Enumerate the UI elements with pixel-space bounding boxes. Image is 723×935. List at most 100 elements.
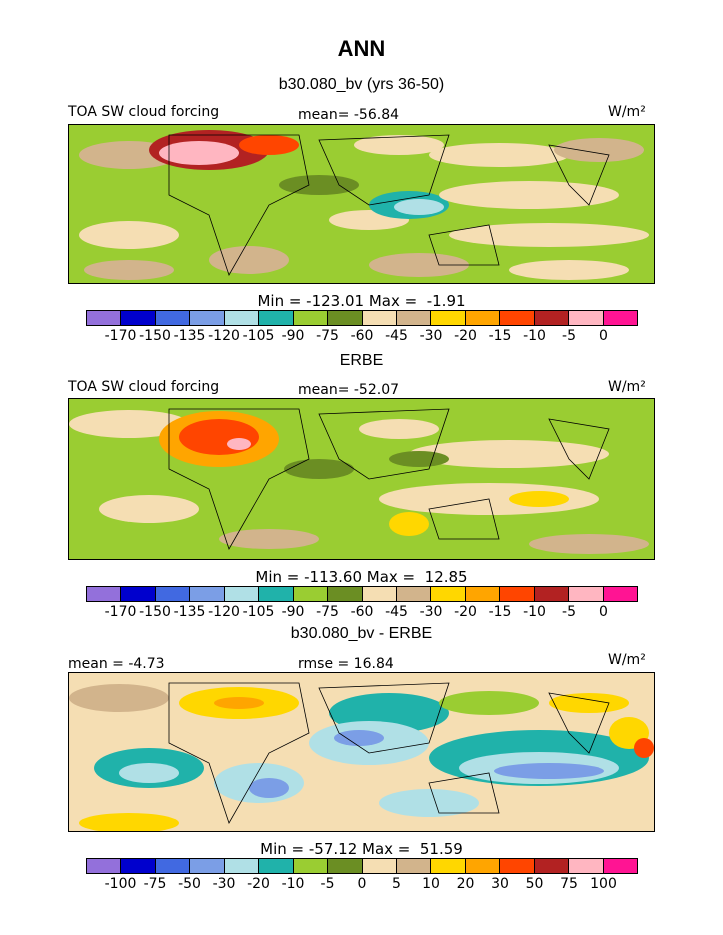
colorbar-swatch bbox=[224, 587, 260, 601]
tick-label: 75 bbox=[560, 876, 578, 892]
tick-label: 50 bbox=[525, 876, 544, 892]
panel-1-variable: TOA SW cloud forcing bbox=[68, 104, 220, 120]
tick-label: 0 bbox=[599, 604, 608, 620]
colorbar-swatch bbox=[465, 311, 501, 325]
panel-1-colorbar bbox=[86, 310, 638, 326]
tick-label: -30 bbox=[212, 876, 236, 892]
colorbar-swatch bbox=[500, 311, 535, 325]
colorbar-swatch bbox=[465, 859, 501, 873]
tick-label: -5 bbox=[562, 604, 576, 620]
colorbar-swatch bbox=[396, 311, 432, 325]
colorbar-swatch bbox=[500, 859, 535, 873]
tick-label: -10 bbox=[523, 604, 546, 620]
panel-1-tick-labels: -170 -15 0 -135 -120 -105 -90 -75 -60 -45 -30 -20 -1… bbox=[86, 328, 638, 346]
colorbar-swatch bbox=[87, 587, 122, 601]
colorbar-swatch bbox=[155, 587, 191, 601]
panel-2-colorbar bbox=[86, 586, 638, 602]
colorbar-swatch bbox=[259, 587, 294, 601]
tick-label: -20 bbox=[454, 604, 477, 620]
panel-1-units: W/m² bbox=[608, 104, 646, 120]
colorbar-swatch bbox=[396, 859, 432, 873]
colorbar-swatch bbox=[603, 587, 637, 601]
panel-1-mean: mean= -56.84 bbox=[298, 107, 400, 123]
colorbar-swatch bbox=[362, 587, 397, 601]
panel-3-units: W/m² bbox=[608, 652, 646, 668]
panel-2-units: W/m² bbox=[608, 379, 646, 395]
colorbar-swatch bbox=[224, 311, 260, 325]
tick-label: -90 bbox=[281, 328, 305, 344]
tick-label: -30 bbox=[419, 328, 443, 344]
colorbar-swatch bbox=[259, 311, 294, 325]
tick-label: -45 bbox=[385, 328, 408, 344]
colorbar-swatch bbox=[328, 859, 363, 873]
colorbar-swatch bbox=[431, 587, 466, 601]
panel-3-mean: mean = -4.73 bbox=[68, 656, 165, 672]
tick-label: -60 bbox=[350, 328, 374, 344]
colorbar-swatch bbox=[569, 587, 604, 601]
tick-label: -20 bbox=[247, 876, 270, 892]
colorbar-swatch bbox=[293, 587, 329, 601]
colorbar-swatch bbox=[259, 859, 294, 873]
tick-label: -15 bbox=[488, 328, 512, 344]
tick-label: -5 bbox=[562, 328, 576, 344]
tick-label: -75 bbox=[316, 604, 339, 620]
colorbar-swatch bbox=[431, 311, 466, 325]
tick-label: -105 bbox=[242, 328, 275, 344]
tick-label: -20 bbox=[454, 328, 477, 344]
panel-2-title: ERBE bbox=[339, 352, 384, 369]
colorbar-swatch bbox=[87, 311, 122, 325]
tick-label: -10 bbox=[281, 876, 305, 892]
colorbar-swatch bbox=[224, 859, 260, 873]
panel-3-map bbox=[68, 672, 655, 832]
colorbar-swatch bbox=[293, 311, 329, 325]
colorbar-swatch bbox=[362, 859, 397, 873]
panel-3-tick-labels: -100 -75 -50 -30 -20 -10 -5 0 5 10 20 30 50 75 100 bbox=[86, 876, 638, 894]
main-title: ANN bbox=[337, 36, 386, 61]
panel-2-tick-labels: -170 -150 -135 -120 -105 -90 -75 -60 -45 -30 -20 -1… bbox=[86, 604, 638, 622]
colorbar-swatch bbox=[190, 859, 225, 873]
colorbar-swatch bbox=[155, 311, 191, 325]
tick-label: -120 bbox=[208, 604, 240, 620]
colorbar-swatch bbox=[603, 859, 637, 873]
colorbar-swatch bbox=[569, 859, 604, 873]
colorbar-swatch bbox=[328, 311, 363, 325]
tick-label: -135 bbox=[173, 604, 206, 620]
colorbar-swatch bbox=[534, 311, 570, 325]
tick-label: -135 bbox=[173, 328, 206, 344]
tick-label: -15 bbox=[488, 604, 512, 620]
tick-label: -45 bbox=[385, 604, 408, 620]
tick-label: -100 bbox=[104, 876, 137, 892]
colorbar-swatch bbox=[121, 587, 156, 601]
panel-3-rmse: rmse = 16.84 bbox=[298, 656, 394, 672]
tick-label: 10 bbox=[422, 876, 440, 892]
colorbar-swatch bbox=[569, 311, 604, 325]
colorbar-swatch bbox=[603, 311, 637, 325]
tick-label: -170 bbox=[104, 328, 137, 344]
tick-label: 0 bbox=[599, 328, 608, 344]
panel-1-title: b30.080_bv (yrs 36-50) bbox=[278, 76, 445, 93]
colorbar-swatch bbox=[328, 587, 363, 601]
panel-2-variable: TOA SW cloud forcing bbox=[68, 379, 220, 395]
colorbar-swatch bbox=[362, 311, 397, 325]
tick-label: 20 bbox=[456, 876, 475, 892]
tick-label: 5 bbox=[392, 876, 401, 892]
panel-3-colorbar bbox=[86, 858, 638, 874]
tick-label: -5 bbox=[320, 876, 335, 892]
colorbar-swatch bbox=[465, 587, 501, 601]
panel-3-title: b30.080_bv - ERBE bbox=[290, 625, 433, 642]
tick-label: -75 bbox=[316, 328, 339, 344]
colorbar-swatch bbox=[431, 859, 466, 873]
panel-1-minmax: Min = -123.01 Max = -1.91 bbox=[257, 292, 466, 310]
tick-label: -10 bbox=[523, 328, 546, 344]
colorbar-swatch bbox=[396, 587, 432, 601]
colorbar-swatch bbox=[534, 587, 570, 601]
tick-label: -50 bbox=[178, 876, 201, 892]
tick-label: 0 bbox=[357, 876, 367, 892]
tick-label: -120 bbox=[208, 328, 240, 344]
panel-2-map bbox=[68, 398, 655, 560]
colorbar-swatch bbox=[87, 859, 122, 873]
tick-label: -60 bbox=[350, 604, 374, 620]
colorbar-swatch bbox=[121, 859, 156, 873]
tick-label: -150 bbox=[139, 604, 171, 620]
colorbar-swatch bbox=[121, 311, 156, 325]
